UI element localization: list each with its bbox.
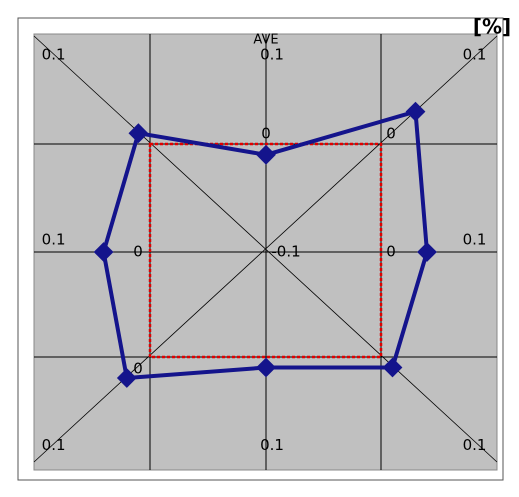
data-point: [256, 144, 276, 165]
tick-label: 0.1: [42, 231, 66, 249]
tick-label: 0.1: [260, 436, 284, 454]
data-point: [382, 357, 403, 378]
tick-label: 0.1: [463, 231, 487, 249]
data-point: [93, 242, 114, 262]
tick-label: 0.1: [260, 45, 284, 63]
tick-label: 0: [261, 125, 271, 143]
chart-title: AVE: [253, 33, 278, 48]
tick-label: 0: [386, 125, 396, 143]
data-point: [116, 368, 137, 388]
tick-label: 0.1: [463, 45, 487, 63]
tick-label: 0: [386, 243, 396, 261]
data-point: [405, 101, 426, 122]
zero-line: [148, 142, 383, 359]
unit-label: [%]: [473, 15, 511, 39]
tick-label: 0: [133, 243, 143, 261]
tick-label: -0.1: [271, 243, 300, 261]
data-point: [417, 242, 437, 262]
tick-label: 0.1: [42, 45, 66, 63]
data-point: [256, 357, 276, 378]
tick-label: 0.1: [42, 436, 66, 454]
tick-label: 0: [133, 360, 143, 378]
tick-label: 0.1: [463, 436, 487, 454]
